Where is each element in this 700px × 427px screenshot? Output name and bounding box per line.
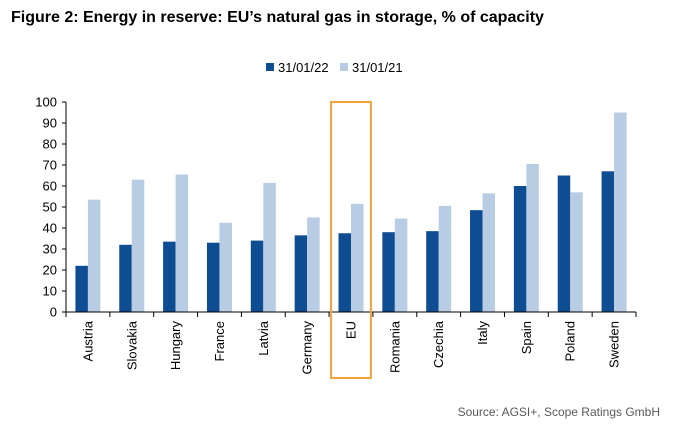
y-tick-label-50: 50 [43, 200, 57, 215]
bar-31-01-21-sweden [614, 112, 627, 312]
x-tick-label-poland: Poland [563, 321, 578, 361]
bar-31-01-22-eu [338, 233, 351, 312]
y-tick-label-80: 80 [43, 137, 57, 152]
legend-label-31-01-21: 31/01/21 [352, 60, 403, 75]
x-tick-label-france: France [212, 321, 227, 361]
y-tick-label-30: 30 [43, 242, 57, 257]
bar-31-01-21-spain [526, 163, 539, 312]
y-tick-label-70: 70 [43, 158, 57, 173]
x-tick-label-italy: Italy [475, 321, 490, 345]
bar-31-01-21-italy [482, 193, 496, 312]
y-tick-label-20: 20 [43, 263, 57, 278]
bar-31-01-22-romania [382, 232, 395, 312]
y-tick-label-40: 40 [43, 221, 57, 236]
bar-31-01-22-france [206, 242, 220, 312]
bar-31-01-22-poland [557, 175, 571, 312]
bar-31-01-22-austria [75, 265, 88, 312]
x-tick-label-romania: Romania [387, 320, 402, 373]
y-tick-label-90: 90 [43, 116, 57, 131]
bar-31-01-22-hungary [163, 241, 176, 312]
bar-31-01-21-germany [307, 217, 320, 312]
bar-31-01-21-austria [87, 199, 101, 312]
y-axis: 0 10 20 30 40 50 60 70 80 90 100 [35, 95, 67, 320]
figure-title: Figure 2: Energy in reserve: EU’s natura… [11, 9, 544, 26]
bar-31-01-21-latvia [263, 182, 276, 312]
x-tick-label-hungary: Hungary [168, 321, 183, 371]
y-tick-label-100: 100 [35, 95, 57, 110]
y-tick-label-0: 0 [50, 305, 57, 320]
x-tick-label-czechia: Czechia [431, 320, 446, 368]
bar-31-01-21-slovakia [131, 179, 145, 312]
x-tick-label-sweden: Sweden [607, 321, 622, 368]
legend-swatch-31-01-22 [266, 63, 274, 71]
bar-31-01-21-czechia [438, 205, 452, 312]
bars [75, 112, 627, 312]
bar-31-01-22-germany [294, 235, 308, 312]
highlight-box [330, 101, 372, 379]
x-tick-label-slovakia: Slovakia [124, 320, 139, 370]
x-axis: Austria Slovakia Hungary France Latvia German… [65, 311, 637, 375]
bar-31-01-21-poland [570, 192, 583, 312]
bar-31-01-22-spain [513, 186, 527, 312]
y-tick-label-10: 10 [43, 284, 57, 299]
x-tick-label-austria: Austria [80, 320, 95, 361]
bar-31-01-22-czechia [426, 231, 439, 312]
x-tick-label-spain: Spain [519, 321, 534, 354]
bar-31-01-21-romania [394, 218, 408, 312]
bar-31-01-21-france [219, 222, 232, 312]
y-tick-label-60: 60 [43, 179, 57, 194]
bar-31-01-21-eu [351, 203, 364, 312]
x-tick-label-germany: Germany [300, 321, 315, 375]
legend-label-31-01-22: 31/01/22 [278, 60, 329, 75]
x-tick-label-eu: EU [344, 321, 359, 339]
bar-31-01-22-slovakia [119, 244, 132, 312]
bar-31-01-22-sweden [601, 171, 615, 312]
x-tick-label-latvia: Latvia [256, 320, 271, 355]
bar-31-01-22-latvia [250, 240, 264, 312]
legend: 31/01/22 31/01/21 [266, 60, 403, 75]
source-note: Source: AGSI+, Scope Ratings GmbH [457, 405, 660, 419]
highlight-rect-eu [330, 101, 372, 379]
bar-31-01-21-hungary [175, 174, 189, 312]
bar-31-01-22-italy [470, 210, 483, 312]
legend-swatch-31-01-21 [340, 63, 348, 71]
